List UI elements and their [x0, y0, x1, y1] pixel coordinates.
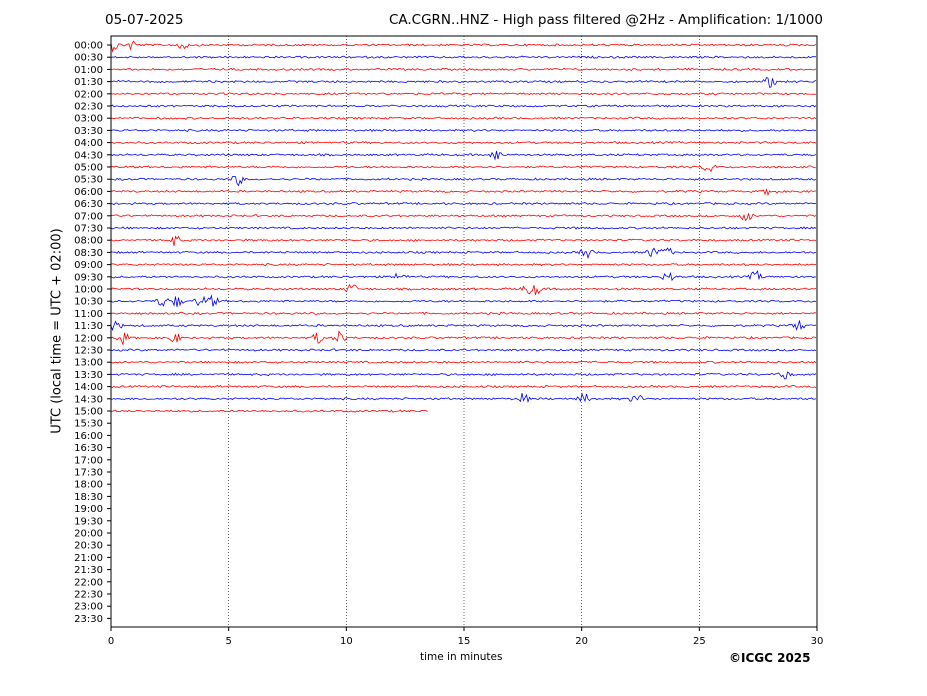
- trace-line-0400: [110, 140, 817, 145]
- trace-line-1030: [110, 294, 817, 307]
- y-tick-label: 03:00: [74, 114, 103, 125]
- y-tick-label: 04:00: [74, 138, 103, 149]
- y-tick-label: 06:00: [74, 187, 103, 198]
- x-tick-label: 10: [340, 636, 353, 647]
- y-tick-label: 17:30: [74, 468, 103, 479]
- y-tick-label: 10:00: [74, 285, 103, 296]
- y-tick-label: 20:30: [74, 541, 103, 552]
- y-tick-label: 01:30: [74, 77, 103, 88]
- y-tick-label: 13:30: [74, 370, 103, 381]
- trace-line-0030: [110, 55, 817, 59]
- y-tick-label: 22:30: [74, 590, 103, 601]
- y-tick-label: 15:30: [74, 419, 103, 430]
- y-tick-label: 10:30: [74, 297, 103, 308]
- y-tick-label: 07:00: [74, 211, 103, 222]
- y-tick-label: 20:00: [74, 529, 103, 540]
- x-tick-label: 0: [108, 636, 114, 647]
- trace-line-0830: [110, 247, 817, 260]
- trace-line-0500: [110, 164, 817, 173]
- trace-line-0230: [110, 104, 817, 108]
- x-tick-label: 25: [693, 636, 706, 647]
- y-tick-label: 18:30: [74, 492, 103, 503]
- x-tick-label: 15: [458, 636, 471, 647]
- y-tick-label: 19:30: [74, 516, 103, 527]
- y-tick-label: 05:00: [74, 163, 103, 174]
- date-label: 05-07-2025: [105, 12, 184, 28]
- y-tick-label: 23:30: [74, 614, 103, 625]
- x-axis-ticks: 0 5 10 15 20 25 30: [108, 627, 824, 647]
- seismic-traces: [110, 40, 817, 413]
- trace-line-0900: [110, 262, 817, 267]
- y-tick-label: 21:00: [74, 553, 103, 564]
- trace-line-1430: [110, 392, 817, 404]
- trace-line-1130: [110, 320, 817, 331]
- y-tick-label: 08:30: [74, 248, 103, 259]
- y-tick-label: 00:30: [74, 53, 103, 64]
- y-tick-label: 14:00: [74, 382, 103, 393]
- y-tick-label: 12:00: [74, 333, 103, 344]
- trace-line-0930: [110, 270, 817, 282]
- y-tick-label: 04:30: [74, 150, 103, 161]
- grid-lines: [228, 36, 700, 627]
- y-tick-label: 01:00: [74, 65, 103, 76]
- trace-line-0630: [110, 201, 817, 206]
- trace-line-0130: [110, 76, 817, 88]
- y-tick-label: 12:30: [74, 346, 103, 357]
- y-tick-label: 11:00: [74, 309, 103, 320]
- trace-line-0700: [110, 213, 817, 222]
- trace-line-1230: [110, 348, 817, 352]
- y-tick-label: 02:30: [74, 102, 103, 113]
- plot-frame: [110, 35, 818, 628]
- trace-line-1330: [110, 371, 817, 380]
- trace-line-1000: [110, 283, 817, 295]
- x-axis-label: time in minutes: [420, 651, 503, 663]
- trace-line-0530: [110, 175, 817, 187]
- x-tick-label: 30: [811, 636, 824, 647]
- trace-line-1200: [110, 330, 817, 346]
- y-tick-label: 16:30: [74, 443, 103, 454]
- y-axis-label: UTC (local time = UTC + 02:00): [49, 228, 65, 434]
- y-tick-label: 21:30: [74, 565, 103, 576]
- y-tick-label: 16:00: [74, 431, 103, 442]
- y-tick-label: 14:30: [74, 394, 103, 405]
- copyright-label: ©ICGC 2025: [729, 651, 811, 665]
- y-tick-label: 05:30: [74, 175, 103, 186]
- trace-line-0330: [110, 128, 817, 133]
- trace-line-1500: [110, 409, 428, 413]
- y-tick-label: 22:00: [74, 577, 103, 588]
- trace-line-0100: [110, 67, 817, 72]
- y-tick-label: 11:30: [74, 321, 103, 332]
- y-tick-label: 06:30: [74, 199, 103, 210]
- trace-line-0430: [110, 150, 817, 161]
- trace-line-0000: [110, 40, 817, 53]
- y-tick-label: 13:00: [74, 358, 103, 369]
- x-tick-label: 5: [225, 636, 231, 647]
- trace-line-1300: [110, 360, 817, 364]
- y-tick-label: 15:00: [74, 407, 103, 418]
- trace-line-0800: [110, 235, 817, 247]
- y-tick-label: 09:30: [74, 272, 103, 283]
- trace-line-0600: [110, 188, 817, 197]
- y-tick-label: 00:00: [74, 41, 103, 52]
- trace-line-1400: [110, 384, 817, 389]
- y-tick-label: 07:30: [74, 224, 103, 235]
- y-tick-label: 03:30: [74, 126, 103, 137]
- y-tick-label: 23:00: [74, 602, 103, 613]
- trace-line-1100: [110, 311, 817, 316]
- y-tick-label: 18:00: [74, 480, 103, 491]
- chart-title: CA.CGRN..HNZ - High pass filtered @2Hz -…: [388, 12, 823, 28]
- y-tick-label: 09:00: [74, 260, 103, 271]
- y-tick-label: 17:00: [74, 455, 103, 466]
- trace-line-0300: [110, 116, 817, 120]
- trace-line-0730: [110, 226, 817, 230]
- trace-line-0200: [110, 92, 817, 96]
- y-tick-label: 19:00: [74, 504, 103, 515]
- y-tick-label: 08:00: [74, 236, 103, 247]
- x-tick-label: 20: [575, 636, 588, 647]
- y-tick-label: 02:00: [74, 89, 103, 100]
